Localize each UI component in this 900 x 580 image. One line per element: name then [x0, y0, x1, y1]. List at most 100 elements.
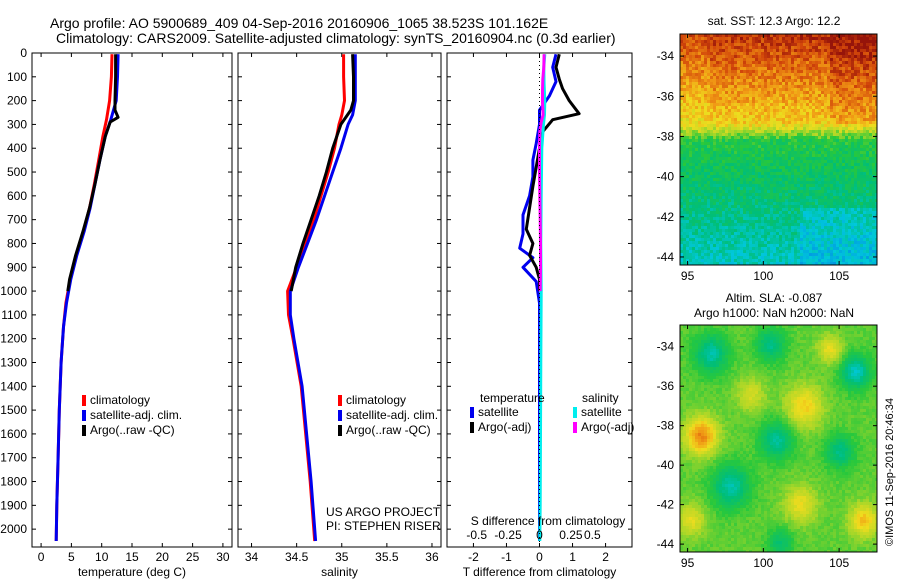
map-cell	[761, 142, 764, 145]
map-cell	[863, 163, 866, 166]
map-cell	[818, 70, 821, 73]
map-cell	[728, 226, 731, 229]
map-cell	[830, 169, 833, 172]
map-cell	[728, 202, 731, 205]
map-cell	[803, 49, 806, 52]
map-cell	[842, 223, 845, 226]
map-cell	[743, 169, 746, 172]
map-cell	[704, 70, 707, 73]
map-cell	[764, 241, 767, 244]
map-cell	[683, 97, 686, 100]
map-cell	[794, 157, 797, 160]
map-cell	[869, 76, 872, 79]
map-cell	[755, 37, 758, 40]
map-cell	[704, 175, 707, 178]
map-cell	[806, 67, 809, 70]
map-cell	[818, 247, 821, 250]
map-cell	[812, 88, 815, 91]
map-cell	[842, 220, 845, 223]
map-cell	[719, 79, 722, 82]
map-cell	[809, 64, 812, 67]
map-cell	[845, 91, 848, 94]
map-cell	[803, 235, 806, 238]
series-line	[524, 53, 581, 292]
map-cell	[752, 226, 755, 229]
map-cell	[707, 181, 710, 184]
map-cell	[740, 58, 743, 61]
map-cell	[773, 67, 776, 70]
map-cell	[863, 175, 866, 178]
map-cell	[842, 88, 845, 91]
map-cell	[752, 157, 755, 160]
map-cell	[725, 205, 728, 208]
y-tick-label: 1600	[0, 427, 27, 441]
map-cell	[833, 172, 836, 175]
map-cell	[761, 127, 764, 130]
map-cell	[806, 100, 809, 103]
map-cell	[743, 220, 746, 223]
map-cell	[815, 247, 818, 250]
map-cell	[827, 55, 830, 58]
map-cell	[713, 103, 716, 106]
map-cell	[710, 67, 713, 70]
map-cell	[815, 166, 818, 169]
map-cell	[758, 127, 761, 130]
map-cell	[842, 184, 845, 187]
map-cell	[749, 67, 752, 70]
map-cell	[818, 178, 821, 181]
map-cell	[740, 112, 743, 115]
map-cell	[692, 181, 695, 184]
map-cell	[806, 97, 809, 100]
map-cell	[824, 43, 827, 46]
map-cell	[866, 79, 869, 82]
map-cell	[725, 157, 728, 160]
map-cell	[809, 220, 812, 223]
map-cell	[773, 220, 776, 223]
map-cell	[725, 217, 728, 220]
map-cell	[701, 100, 704, 103]
map-cell	[803, 160, 806, 163]
map-cell	[839, 52, 842, 55]
map-cell	[785, 34, 788, 37]
map-cell	[845, 220, 848, 223]
map-cell	[851, 247, 854, 250]
map-cell	[734, 97, 737, 100]
map-cell	[827, 94, 830, 97]
map-cell	[839, 235, 842, 238]
map-cell	[860, 217, 863, 220]
y-tick-label: 1900	[0, 498, 27, 512]
map-cell	[839, 124, 842, 127]
map-cell	[743, 49, 746, 52]
map-cell	[761, 103, 764, 106]
map-cell	[863, 226, 866, 229]
map-cell	[731, 82, 734, 85]
map-cell	[797, 121, 800, 124]
map-cell	[704, 76, 707, 79]
map-cell	[746, 64, 749, 67]
map-cell	[830, 76, 833, 79]
map-cell	[821, 55, 824, 58]
map-cell	[851, 166, 854, 169]
map-cell	[818, 43, 821, 46]
map-cell	[722, 118, 725, 121]
map-cell	[716, 91, 719, 94]
map-cell	[704, 193, 707, 196]
map-cell	[860, 118, 863, 121]
map-cell	[695, 76, 698, 79]
map-cell	[704, 196, 707, 199]
map-cell	[737, 235, 740, 238]
map-cell	[722, 157, 725, 160]
map-cell	[752, 115, 755, 118]
map-cell	[698, 238, 701, 241]
map-cell	[770, 76, 773, 79]
map-cell	[692, 217, 695, 220]
map-cell	[875, 148, 877, 151]
map-cell	[833, 205, 836, 208]
map-cell	[803, 184, 806, 187]
map-cell	[716, 82, 719, 85]
map-cell	[716, 247, 719, 250]
map-cell	[782, 49, 785, 52]
map-cell	[812, 61, 815, 64]
map-cell	[731, 166, 734, 169]
map-cell	[875, 115, 877, 118]
